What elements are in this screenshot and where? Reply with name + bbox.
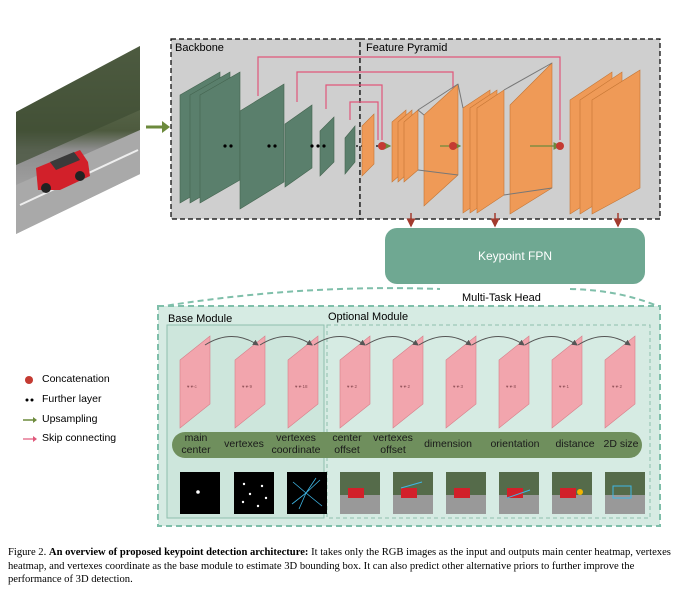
caption-text: It takes only the RGB images as the inpu… [8,547,671,586]
heatmap-planes [179,335,636,429]
caption-prefix: Figure 2. [8,547,47,558]
upsampling-lines [417,62,553,196]
legend-skip-connecting: Skip connecting [42,432,117,444]
legend-further-layer: Further layer [42,393,102,405]
output-thumbnails [180,472,645,514]
keypoint-fpn-label: Keypoint FPN [477,249,553,263]
svg-text:▾·▾·18: ▾·▾·18 [295,384,308,389]
further-layer-icon [25,398,29,402]
head-label-distance: distance [555,438,595,450]
optional-module-label: Optional Module [328,311,409,323]
keypoint-fpn-box [385,228,645,284]
caption-bold: An overview of proposed keypoint detecti… [48,547,309,558]
base-module-label: Base Module [168,313,233,325]
head-label-2d-size: 2D size [603,438,639,450]
head-sequence-arrows [204,336,631,346]
svg-text:▾·▾·2: ▾·▾·2 [347,384,358,389]
concatenation-icon [25,376,33,384]
head-label-vertexes-offset: vertexes offset [373,432,413,456]
optional-module-box [326,324,651,519]
svg-text:▾·▾·3: ▾·▾·3 [453,384,464,389]
figure-caption: Figure 2. An overview of proposed keypoi… [8,546,680,587]
svg-text:▾·▾·2: ▾·▾·2 [400,384,411,389]
further-layer-dots [223,144,326,148]
head-label-main-center: main center [181,432,211,456]
output-label-strip [172,432,642,458]
pyramid-layers [361,62,641,215]
head-label-dimension: dimension [424,438,472,450]
backbone-label: Backbone [175,42,224,54]
input-image [16,46,140,234]
head-label-vertexes-coordinate: vertexes coordinate [271,432,321,456]
svg-text:▾·▾·8: ▾·▾·8 [506,384,517,389]
head-label-orientation: orientation [490,438,540,450]
svg-text:▾·▾·c: ▾·▾·c [187,384,198,389]
legend-upsampling: Upsampling [42,413,98,425]
head-connector [157,287,661,308]
head-label-vertexes: vertexes [224,438,264,450]
head-label-center-offset: center offset [332,432,362,456]
svg-text:▾·▾·2: ▾·▾·2 [612,384,623,389]
input-arrow-icon [146,121,170,133]
upsampling-arrow-icon [23,417,37,423]
skip-connecting-arrow-icon [23,436,37,442]
feature-pyramid-label: Feature Pyramid [366,42,448,54]
fpn-input-arrows [406,213,623,228]
legend-icons [23,376,37,442]
legend-concatenation: Concatenation [42,373,110,385]
heatmap-size-labels: ▾·▾·c ▾·▾·9 ▾·▾·18 ▾·▾·2 ▾·▾·2 ▾·▾·3 ▾·▾·8 ▾·… [187,384,623,389]
svg-text:▾·▾·1: ▾·▾·1 [559,384,570,389]
svg-text:▾·▾·9: ▾·▾·9 [242,384,253,389]
multitask-head-label: Multi-Task Head [462,292,541,304]
backbone-layers [179,71,356,210]
concatenation-icon [378,142,564,150]
